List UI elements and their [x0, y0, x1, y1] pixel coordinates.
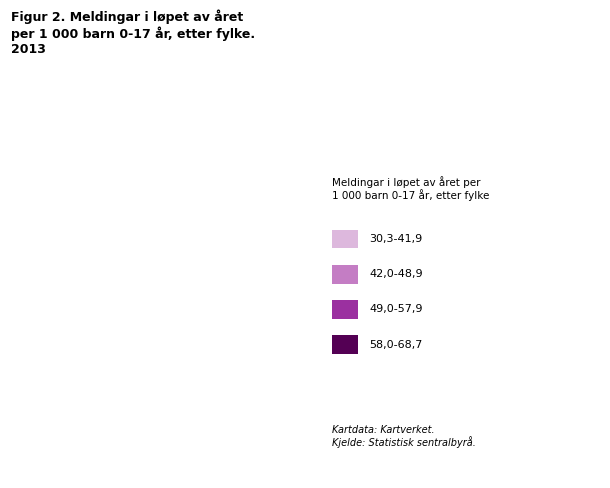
- Text: Meldingar i løpet av året per
1 000 barn 0-17 år, etter fylke: Meldingar i løpet av året per 1 000 barn…: [332, 176, 490, 202]
- Text: 58,0-68,7: 58,0-68,7: [369, 340, 423, 349]
- Text: 49,0-57,9: 49,0-57,9: [369, 305, 423, 314]
- Text: 30,3-41,9: 30,3-41,9: [369, 234, 422, 244]
- Text: Kartdata: Kartverket.
Kjelde: Statistisk sentralbyrå.: Kartdata: Kartverket. Kjelde: Statistisk…: [332, 425, 476, 448]
- Text: 42,0-48,9: 42,0-48,9: [369, 269, 423, 279]
- Text: Figur 2. Meldingar i løpet av året
per 1 000 barn 0-17 år, etter fylke.
2013: Figur 2. Meldingar i løpet av året per 1…: [11, 10, 255, 56]
